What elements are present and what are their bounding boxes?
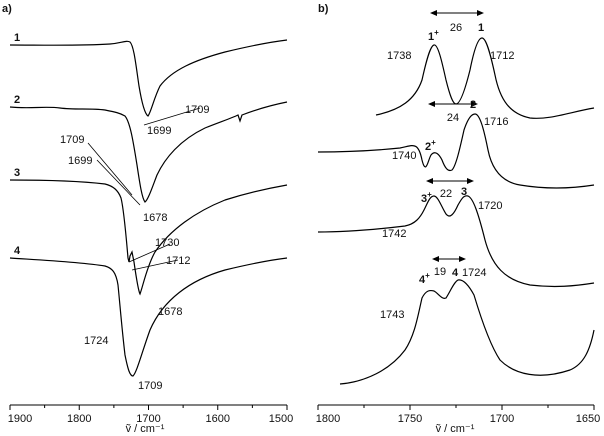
- panel-b-series-label-3: 3: [461, 186, 467, 198]
- panel-b-spectrum-4: [339, 279, 595, 385]
- panel-b-spectrum-3: [317, 195, 595, 288]
- panel-a-tick-label: 1500: [269, 413, 293, 425]
- panel-b-peak-1743: 1743: [380, 309, 404, 321]
- panel-a-series-label-2: 2: [14, 94, 20, 106]
- panel-b-delta-3: 22: [440, 188, 452, 200]
- panel-b-peak-1712: 1712: [490, 50, 514, 62]
- panel-b-arrow-3: [426, 178, 474, 184]
- panel-b-peak-1720: 1720: [478, 200, 502, 212]
- panel-a-leader-1709-s1: [143, 107, 201, 126]
- panel-b-star-label-4: 4+: [419, 271, 430, 286]
- panel-b-peak-1716: 1716: [484, 116, 508, 128]
- panel-b-delta-4: 19: [434, 266, 446, 278]
- panel-b-ticks: 1800 1750 1700 1650: [316, 405, 600, 425]
- panel-b-series-label-1: 1: [478, 22, 484, 34]
- panel-a-tick-label: 1900: [8, 413, 32, 425]
- panel-a-tick-label: 1600: [206, 413, 230, 425]
- panel-b-tick-label: 1800: [316, 413, 340, 425]
- panel-a-peak-1709-s4: 1709: [138, 380, 162, 392]
- panel-a-spectrum-1: [9, 39, 288, 117]
- panel-b-peak-1740: 1740: [392, 150, 416, 162]
- panel-a-spectrum-4: [9, 257, 288, 377]
- panel-b-peak-1738: 1738: [387, 50, 411, 62]
- panel-b-spectrum-1: [375, 37, 595, 119]
- panel-a-ticks: 1900 1800 1700 1600 1500: [8, 405, 293, 425]
- panel-b-peak-1724: 1724: [462, 267, 486, 279]
- panel-a-peak-1709-s1: 1709: [185, 104, 209, 116]
- panel-a-spectrum-2: [9, 101, 288, 203]
- panel-b-arrow-4: [432, 256, 466, 262]
- panel-b-arrow-1: [430, 10, 484, 16]
- panel-a-peak-1709-s2: 1709: [60, 134, 84, 146]
- panel-a-leader-1712: [131, 259, 179, 271]
- panel-a-leader-1730: [128, 243, 171, 263]
- panel-a-peak-1678-s2: 1678: [143, 212, 167, 224]
- panel-a-peak-1724-s4: 1724: [84, 335, 108, 347]
- panel-b-label: b): [318, 3, 329, 15]
- panel-a-peak-1730: 1730: [155, 237, 179, 249]
- panel-a-x-axis-title: ṽ / cm⁻¹: [126, 423, 165, 435]
- panel-a-label: a): [2, 3, 12, 15]
- panel-a-peak-1699-s2: 1699: [68, 155, 92, 167]
- panel-a-peak-1678-s4: 1678: [158, 306, 182, 318]
- panel-a-series-label-1: 1: [14, 32, 20, 44]
- panel-a-spectrum-3: [9, 179, 288, 296]
- panel-a-series-label-3: 3: [14, 167, 20, 179]
- panel-b-series-label-2: 2: [470, 99, 476, 111]
- panel-b-series-label-4: 4: [452, 267, 459, 279]
- panel-a-peak-1699-s1: 1699: [147, 125, 171, 137]
- panel-b-delta-2: 24: [447, 112, 459, 124]
- panel-a-series-label-4: 4: [14, 245, 21, 257]
- panel-a-peak-1712: 1712: [166, 255, 190, 267]
- panel-b-tick-label: 1750: [398, 413, 422, 425]
- panel-b-peak-1742: 1742: [382, 228, 406, 240]
- panel-b-spectrum-2: [317, 113, 595, 189]
- panel-b-delta-1: 26: [450, 22, 462, 34]
- panel-b-star-label-2: 2+: [425, 138, 436, 153]
- panel-a-leader-1699-s2: [96, 159, 141, 206]
- panel-b-tick-label: 1700: [490, 413, 514, 425]
- panel-b-x-axis-title: ṽ / cm⁻¹: [436, 423, 475, 435]
- panel-a-tick-label: 1800: [67, 413, 91, 425]
- panel-b-tick-label: 1650: [576, 413, 600, 425]
- panel-b-arrow-2: [428, 101, 478, 107]
- panel-a-tick-label: 1700: [136, 413, 160, 425]
- panel-a-leader-1709-s2: [87, 142, 133, 196]
- panel-b-star-label-1: 1+: [428, 28, 439, 43]
- panel-b-star-label-3: 3+: [421, 190, 432, 205]
